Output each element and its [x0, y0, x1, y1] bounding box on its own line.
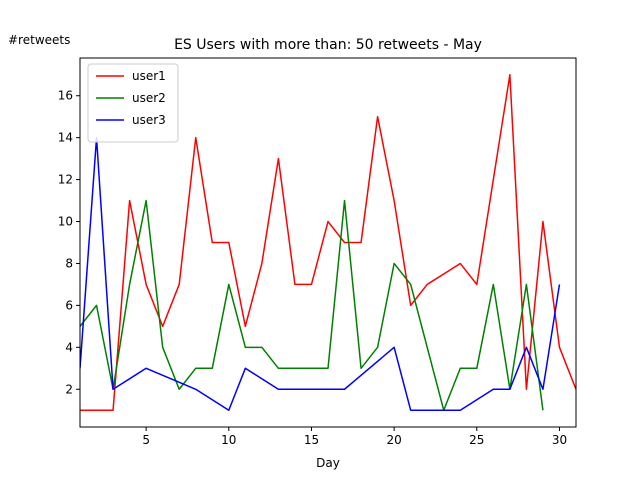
y-tick-label: 2 — [65, 382, 73, 396]
y-axis-label: #retweets — [8, 33, 70, 47]
y-tick-label: 4 — [65, 340, 73, 354]
series-layer — [80, 74, 576, 411]
x-tick-label: 30 — [552, 433, 567, 447]
plot-frame — [79, 57, 577, 428]
series-line-user1 — [80, 74, 576, 411]
legend-label-user2: user2 — [132, 91, 166, 105]
x-tick-label: 10 — [221, 433, 236, 447]
x-tick-label: 20 — [386, 433, 401, 447]
y-tick-label: 12 — [58, 173, 73, 187]
series-line-user3 — [80, 136, 561, 411]
legend-label-user3: user3 — [132, 113, 166, 127]
y-tick-label: 16 — [58, 89, 73, 103]
legend-box — [87, 63, 179, 143]
y-tick-label: 6 — [65, 298, 73, 312]
x-tick-label: 15 — [304, 433, 319, 447]
chart-title: ES Users with more than: 50 retweets - M… — [174, 37, 482, 53]
x-tick-label: 5 — [142, 433, 150, 447]
y-tick-label: 10 — [58, 215, 73, 229]
x-axis-label: Day — [316, 456, 340, 470]
y-tick-label: 8 — [65, 256, 73, 270]
x-tick-label: 25 — [469, 433, 484, 447]
axes-layer: 5 10 15 20 25 30 2 4 6 8 10 12 14 16 — [58, 57, 577, 447]
series-line-user2 — [80, 199, 544, 411]
y-tick-label: 14 — [58, 131, 73, 145]
legend-label-user1: user1 — [132, 69, 166, 83]
legend: user1 user2 user3 — [87, 63, 179, 143]
